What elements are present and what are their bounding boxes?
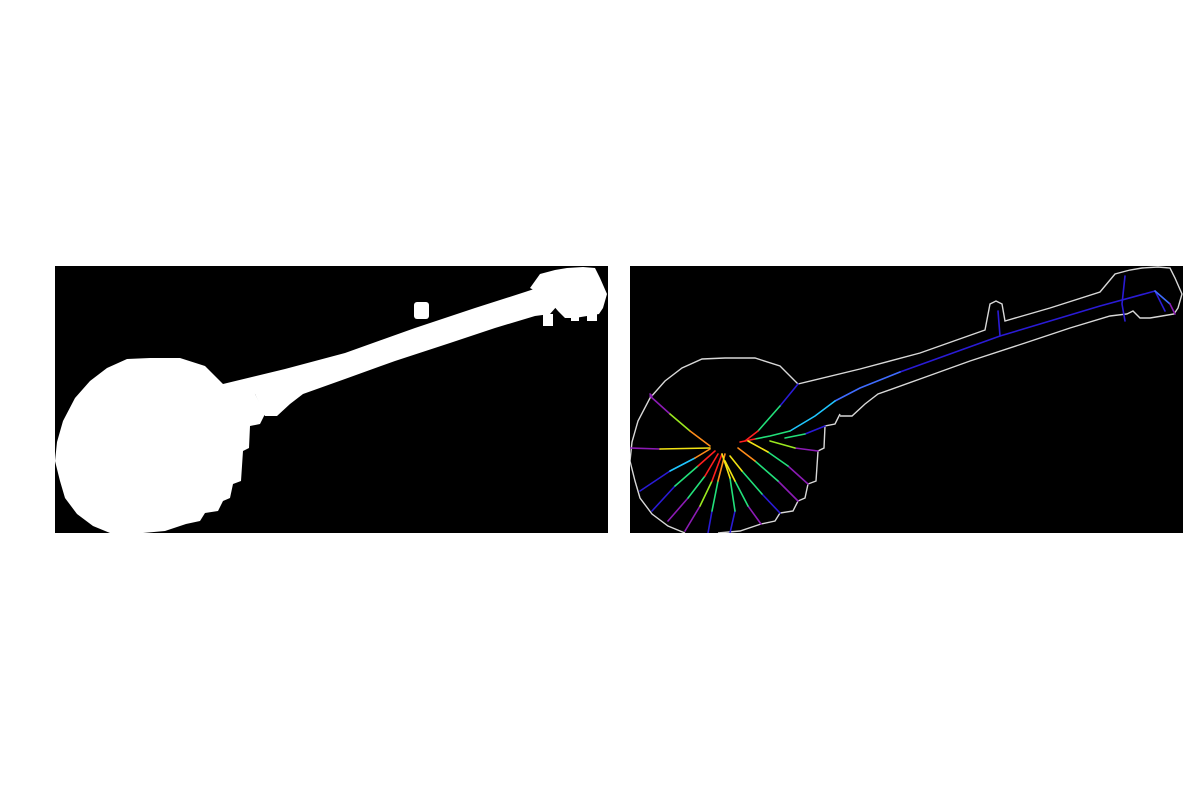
silhouette-panel	[55, 266, 608, 533]
skeleton-panel	[630, 266, 1183, 533]
silhouette-image	[55, 266, 608, 533]
tuning-peg	[571, 313, 579, 321]
fifth-peg	[414, 302, 429, 319]
tuning-peg	[543, 314, 553, 326]
tuning-peg	[587, 312, 597, 321]
skeleton-image	[630, 266, 1183, 533]
skeleton-ray	[660, 448, 710, 449]
skeleton-ray	[630, 448, 660, 449]
